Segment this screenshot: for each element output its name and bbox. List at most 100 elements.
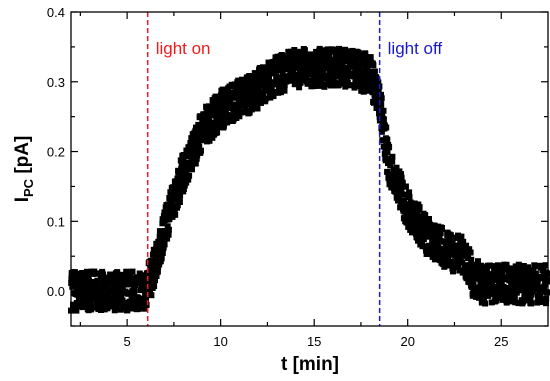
data-point	[455, 262, 462, 269]
data-point	[352, 83, 359, 90]
data-point	[141, 282, 148, 289]
data-point	[371, 99, 377, 106]
data-point	[254, 105, 261, 112]
data-point	[205, 124, 212, 130]
data-point	[119, 285, 126, 292]
data-point	[422, 212, 429, 219]
data-point	[493, 290, 500, 297]
data-point	[344, 80, 351, 86]
data-point	[100, 271, 107, 278]
data-point	[180, 156, 187, 163]
data-point	[143, 278, 150, 285]
data-point	[316, 45, 323, 52]
data-point	[174, 202, 181, 209]
data-point	[100, 274, 107, 281]
data-point	[488, 299, 495, 306]
data-point	[153, 249, 160, 256]
x-tick-label: 10	[213, 334, 227, 349]
data-point	[327, 74, 334, 81]
data-point	[251, 70, 258, 77]
data-point	[264, 82, 271, 89]
data-point	[422, 229, 428, 236]
data-point	[356, 64, 363, 71]
data-point	[195, 121, 202, 128]
data-point	[536, 274, 543, 280]
data-point	[370, 62, 377, 69]
data-point	[398, 191, 405, 198]
data-point	[288, 77, 295, 84]
data-point	[340, 68, 347, 75]
data-point	[239, 76, 245, 83]
data-point	[163, 210, 170, 217]
data-point	[422, 220, 429, 227]
data-point	[150, 262, 157, 269]
data-point	[187, 150, 194, 157]
data-point	[291, 47, 298, 53]
data-point	[334, 54, 340, 61]
data-point	[402, 183, 409, 190]
data-point	[91, 295, 98, 302]
data-point	[125, 281, 132, 288]
data-point	[295, 71, 302, 78]
data-point	[532, 263, 539, 270]
data-point	[461, 262, 468, 269]
data-point	[379, 137, 386, 144]
data-point	[338, 47, 344, 53]
data-point	[214, 129, 221, 136]
data-point	[433, 229, 440, 236]
data-point	[246, 73, 253, 79]
data-point	[270, 80, 277, 87]
data-point	[185, 176, 192, 183]
data-point	[458, 233, 465, 240]
data-point	[235, 77, 242, 84]
data-point	[354, 55, 361, 62]
data-point	[93, 270, 100, 277]
data-point	[207, 130, 214, 137]
data-point	[210, 101, 217, 108]
data-point	[123, 268, 130, 275]
data-point	[543, 295, 550, 302]
data-point	[77, 276, 84, 283]
annotation-label-0: light on	[156, 39, 211, 58]
data-point	[235, 82, 242, 89]
data-point	[172, 211, 179, 218]
data-point	[186, 172, 193, 179]
data-point	[326, 52, 333, 59]
data-point	[437, 230, 444, 237]
data-point	[442, 257, 448, 264]
data-point	[543, 274, 550, 281]
data-point	[192, 160, 199, 167]
x-axis-title: t [min]	[281, 354, 339, 375]
data-point	[190, 146, 197, 152]
data-point	[527, 296, 534, 303]
data-point	[198, 147, 204, 154]
y-axis-title-main: I	[12, 197, 33, 202]
data-point	[131, 288, 138, 295]
data-point	[430, 242, 437, 249]
data-point	[379, 111, 386, 118]
data-point	[409, 205, 416, 212]
data-point	[378, 128, 385, 135]
data-point	[445, 255, 452, 262]
data-point	[262, 95, 269, 102]
axis-ticks: 5 10 15 20 25 0.0 0.1 0.2 0.3 0.4	[47, 5, 548, 349]
data-point	[161, 228, 168, 234]
data-point	[387, 162, 394, 169]
data-point	[453, 242, 459, 249]
data-point	[249, 75, 256, 82]
data-point	[442, 242, 449, 249]
data-point	[475, 287, 482, 294]
data-point	[384, 149, 391, 156]
data-point	[481, 295, 487, 302]
data-point	[534, 299, 541, 306]
data-point	[74, 303, 81, 310]
data-point	[165, 226, 172, 233]
data-point	[173, 190, 180, 197]
data-point	[468, 256, 475, 263]
y-axis-title: IPC [pA]	[12, 136, 36, 203]
data-point	[179, 173, 186, 180]
data-point	[398, 171, 404, 178]
data-point	[201, 115, 208, 122]
data-point	[281, 87, 288, 94]
data-point	[224, 111, 231, 118]
